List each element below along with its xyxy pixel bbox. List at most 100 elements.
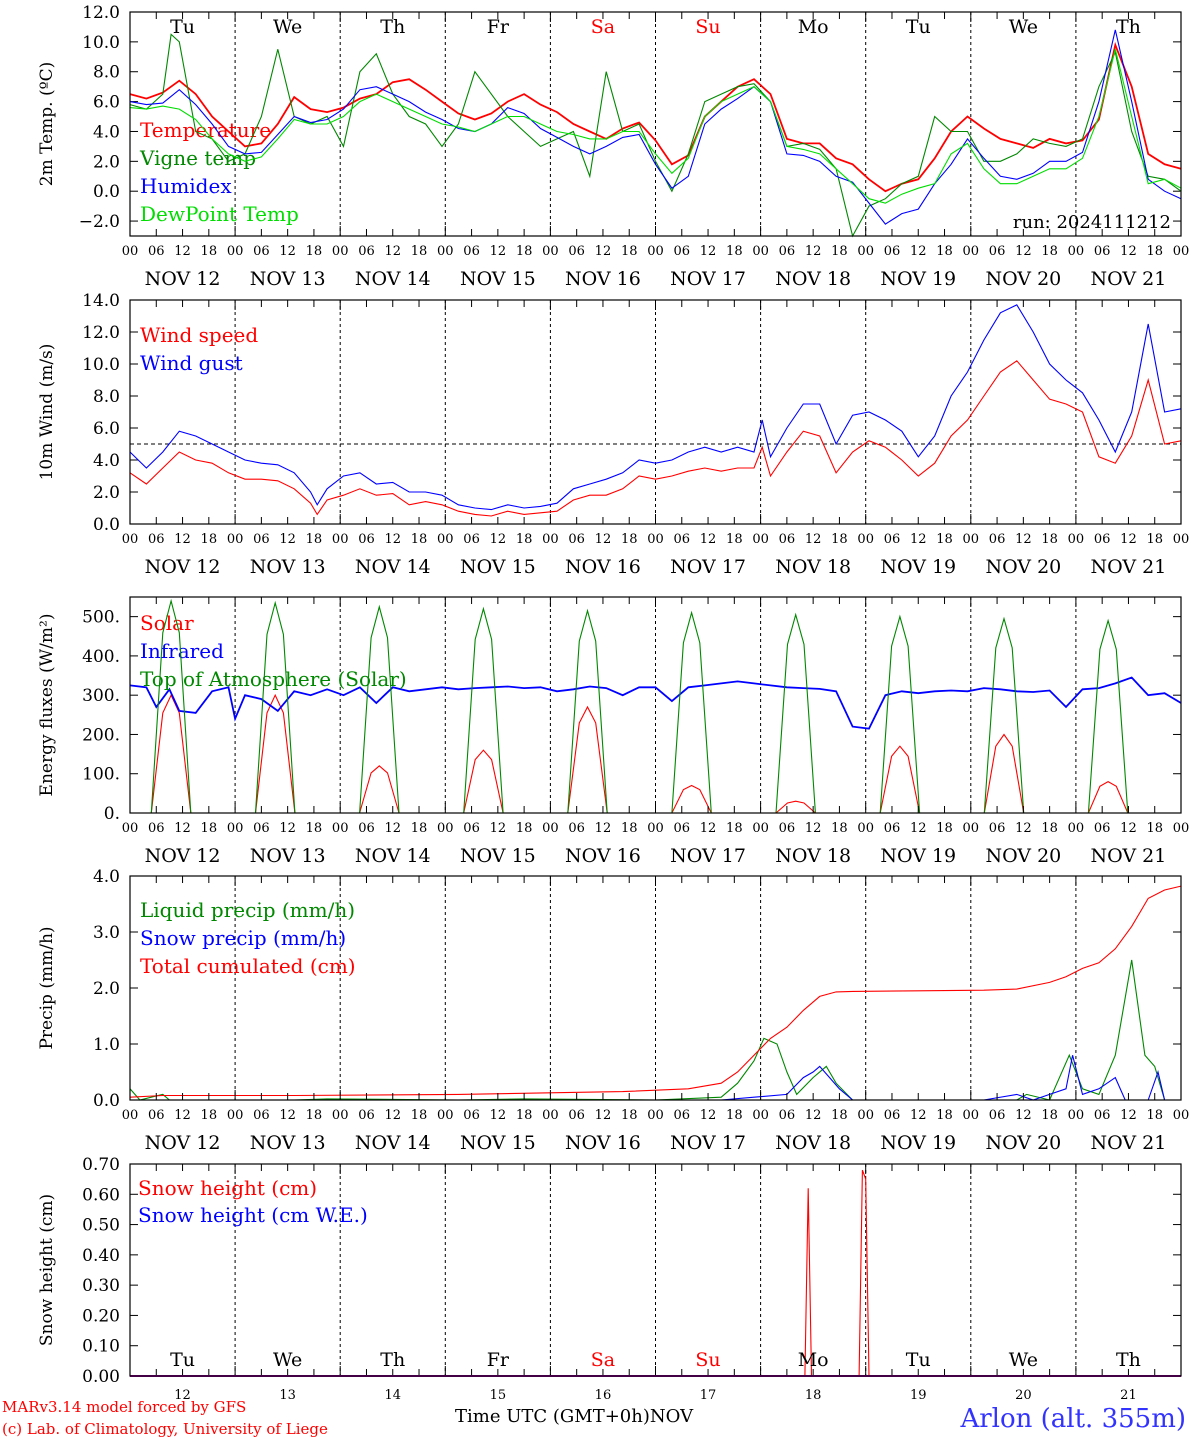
hour-label: 00 [857, 244, 874, 259]
y-tick-label: 0.0 [93, 1091, 120, 1111]
hour-label: 18 [411, 1108, 428, 1123]
series-line [129, 676, 1182, 730]
hour-label: 18 [936, 532, 953, 547]
hour-label: 00 [122, 1108, 139, 1123]
series-line [129, 360, 1182, 517]
date-label: NOV 16 [565, 1132, 641, 1154]
hour-label: 06 [1094, 1108, 1111, 1123]
legend-entry: Snow precip (mm/h) [140, 926, 346, 950]
plot-frame [129, 11, 1182, 237]
date-label: NOV 17 [670, 845, 746, 867]
hour-label: 00 [857, 1108, 874, 1123]
run-annotation: run: 2024111212 [1013, 212, 1171, 233]
hour-label: 18 [201, 532, 218, 547]
hour-label: 18 [831, 244, 848, 259]
legend-entry: Total cumulated (cm) [140, 954, 356, 978]
weekday-label: Sa [591, 16, 615, 38]
hour-label: 00 [752, 532, 769, 547]
hour-label: 12 [279, 1108, 296, 1123]
hour-label: 12 [1015, 1108, 1032, 1123]
hour-label: 00 [122, 244, 139, 259]
plot-frame [129, 596, 1182, 814]
model-credit: MARv3.14 model forced by GFS [2, 1398, 247, 1416]
hour-label: 18 [306, 821, 323, 836]
y-tick-label: 500. [82, 608, 120, 628]
weekday-label: Th [380, 16, 405, 38]
plot-frame [129, 1163, 1182, 1377]
hour-label: 18 [726, 1108, 743, 1123]
hour-label: 18 [726, 532, 743, 547]
hour-label: 00 [647, 821, 664, 836]
hour-label: 12 [1015, 821, 1032, 836]
hour-label: 00 [963, 1108, 980, 1123]
hour-label: 06 [148, 532, 165, 547]
hour-label: 00 [1173, 244, 1190, 259]
series-line [129, 41, 1182, 193]
hour-label: 18 [831, 821, 848, 836]
date-label: NOV 19 [880, 845, 956, 867]
date-label: NOV 19 [880, 556, 956, 578]
date-label: NOV 20 [985, 556, 1061, 578]
hour-label: 12 [805, 821, 822, 836]
hour-label: 18 [306, 532, 323, 547]
hour-label: 18 [936, 1108, 953, 1123]
y-tick-label: 4.0 [93, 122, 120, 142]
date-label: NOV 14 [355, 556, 431, 578]
hour-label: 18 [306, 244, 323, 259]
hour-label: 12 [1120, 821, 1137, 836]
hour-label: 12 [279, 532, 296, 547]
hour-label: 12 [595, 821, 612, 836]
panel-0: −2.0 0.0 2.0 4.0 6.0 8.0 10.0 12.0 2m Temp. (ºC)… [37, 3, 1189, 290]
date-label: NOV 13 [250, 556, 326, 578]
plot-frame [129, 875, 1182, 1101]
hour-label: 00 [647, 244, 664, 259]
day-number-label: 14 [384, 1388, 401, 1403]
station-title: Arlon (alt. 355m) [960, 1404, 1186, 1434]
date-label: NOV 17 [670, 556, 746, 578]
x-axis-title: Time UTC (GMT+0h)NOV [455, 1406, 693, 1427]
hour-label: 06 [779, 244, 796, 259]
weekday-label: Su [695, 1349, 720, 1371]
y-tick-label: 0.20 [82, 1306, 120, 1326]
hour-label: 18 [516, 1108, 533, 1123]
y-tick-label: 300. [82, 686, 120, 706]
y-tick-label: 2.0 [93, 483, 120, 503]
hour-label: 00 [752, 821, 769, 836]
day-number-label: 13 [279, 1388, 296, 1403]
hour-label: 00 [857, 821, 874, 836]
date-label: NOV 12 [145, 1132, 221, 1154]
hour-label: 12 [700, 1108, 717, 1123]
hour-label: 18 [306, 1108, 323, 1123]
y-tick-label: 0.0 [93, 182, 120, 202]
y-tick-label: 2.0 [93, 152, 120, 172]
series-line [129, 49, 1182, 204]
hour-label: 06 [148, 244, 165, 259]
panel-4: 0.00 0.10 0.20 0.30 0.40 0.50 0.60 0.70 Snow hei… [37, 1155, 1182, 1403]
y-tick-label: 1.0 [93, 1035, 120, 1055]
legend-entry: Humidex [140, 174, 232, 198]
date-label: NOV 16 [565, 845, 641, 867]
hour-label: 00 [542, 821, 559, 836]
y-tick-label: 0.10 [82, 1337, 120, 1357]
weekday-label: Th [1116, 1349, 1141, 1371]
hour-label: 12 [1015, 244, 1032, 259]
legend-entry: Infrared [140, 639, 224, 663]
hour-label: 18 [831, 532, 848, 547]
hour-label: 00 [1068, 1108, 1085, 1123]
weekday-label: Tu [170, 1349, 195, 1371]
y-tick-label: 6.0 [93, 419, 120, 439]
y-tick-label: 6.0 [93, 93, 120, 113]
hour-label: 12 [384, 532, 401, 547]
hour-label: 00 [1173, 1108, 1190, 1123]
date-label: NOV 15 [460, 556, 536, 578]
hour-label: 06 [253, 532, 270, 547]
hour-label: 12 [279, 821, 296, 836]
hour-label: 06 [989, 1108, 1006, 1123]
hour-label: 06 [1094, 821, 1111, 836]
hour-label: 00 [332, 532, 349, 547]
hour-label: 00 [1173, 532, 1190, 547]
weekday-label: Fr [487, 1349, 510, 1371]
hour-label: 06 [884, 1108, 901, 1123]
hour-label: 00 [332, 1108, 349, 1123]
y-tick-label: 0.60 [82, 1185, 120, 1205]
